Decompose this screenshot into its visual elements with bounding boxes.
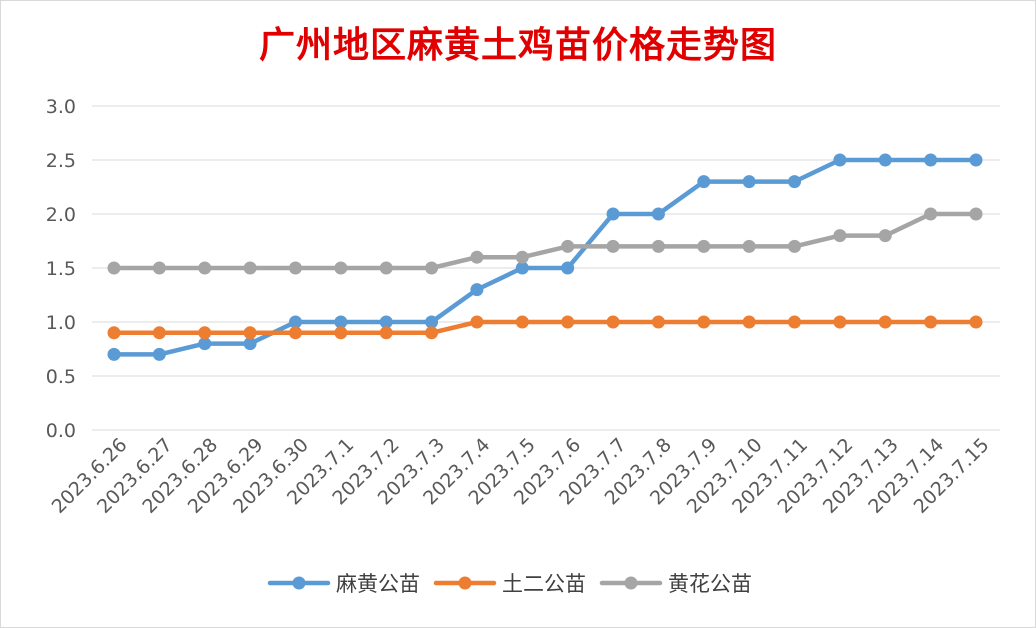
legend-marker <box>624 576 638 590</box>
data-point <box>515 261 529 275</box>
data-point <box>334 261 348 275</box>
data-point <box>107 261 121 275</box>
y-tick-label: 1.0 <box>46 312 76 334</box>
series-lines <box>107 153 983 361</box>
data-point <box>969 207 983 221</box>
data-point <box>969 153 983 167</box>
data-point <box>470 250 484 264</box>
data-point <box>969 315 983 329</box>
data-point <box>425 315 439 329</box>
series-line-2 <box>111 319 979 336</box>
data-point <box>651 315 665 329</box>
data-point <box>833 315 847 329</box>
data-point <box>697 239 711 253</box>
data-point <box>561 315 575 329</box>
data-point <box>243 326 257 340</box>
y-tick-label: 1.5 <box>46 258 76 280</box>
data-point <box>152 326 166 340</box>
data-point <box>470 283 484 297</box>
data-point <box>152 347 166 361</box>
y-tick-label: 2.0 <box>46 204 76 226</box>
y-tick-label: 2.5 <box>46 150 76 172</box>
y-tick-label: 3.0 <box>46 96 76 118</box>
data-point <box>924 207 938 221</box>
data-point <box>651 239 665 253</box>
data-point <box>107 326 121 340</box>
data-point <box>742 315 756 329</box>
data-point <box>334 326 348 340</box>
data-point <box>379 315 393 329</box>
chart-title: 广州地区麻黄土鸡苗价格走势图 <box>258 24 777 66</box>
data-point <box>379 261 393 275</box>
data-point <box>606 239 620 253</box>
data-point <box>651 207 665 221</box>
data-point <box>288 315 302 329</box>
data-point <box>788 239 802 253</box>
data-point <box>515 250 529 264</box>
data-point <box>697 315 711 329</box>
data-point <box>198 337 212 351</box>
data-point <box>924 315 938 329</box>
data-point <box>833 229 847 243</box>
data-point <box>742 239 756 253</box>
data-point <box>288 261 302 275</box>
data-point <box>788 175 802 189</box>
data-point <box>198 261 212 275</box>
data-point <box>379 326 393 340</box>
data-point <box>878 315 892 329</box>
legend-marker <box>292 576 306 590</box>
y-axis-ticks: 0.0 0.5 1.0 1.5 2.0 2.5 3.0 <box>46 96 76 442</box>
data-point <box>697 175 711 189</box>
data-point <box>107 347 121 361</box>
data-point <box>243 261 257 275</box>
data-point <box>243 337 257 351</box>
data-point <box>606 315 620 329</box>
data-point <box>833 153 847 167</box>
data-point <box>470 315 484 329</box>
data-point <box>742 175 756 189</box>
data-point <box>425 261 439 275</box>
data-point <box>425 326 439 340</box>
series-line-3 <box>111 211 979 271</box>
y-tick-label: 0.0 <box>46 420 76 442</box>
x-axis-ticks: 2023.6.262023.6.272023.6.282023.6.292023… <box>48 434 994 518</box>
legend-marker <box>458 576 472 590</box>
data-point <box>788 315 802 329</box>
data-point <box>288 326 302 340</box>
legend-label: 麻黄公苗 <box>336 572 420 596</box>
series-line-1 <box>111 157 979 357</box>
legend: 麻黄公苗 土二公苗 黄花公苗 <box>267 572 752 596</box>
y-tick-label: 0.5 <box>46 366 76 388</box>
data-point <box>878 153 892 167</box>
data-point <box>515 315 529 329</box>
data-point <box>606 207 620 221</box>
data-point <box>878 229 892 243</box>
data-point <box>152 261 166 275</box>
legend-label: 黄花公苗 <box>668 572 752 596</box>
data-point <box>334 315 348 329</box>
data-point <box>561 261 575 275</box>
data-point <box>924 153 938 167</box>
data-point <box>561 239 575 253</box>
legend-label: 土二公苗 <box>502 572 586 596</box>
data-point <box>198 326 212 340</box>
